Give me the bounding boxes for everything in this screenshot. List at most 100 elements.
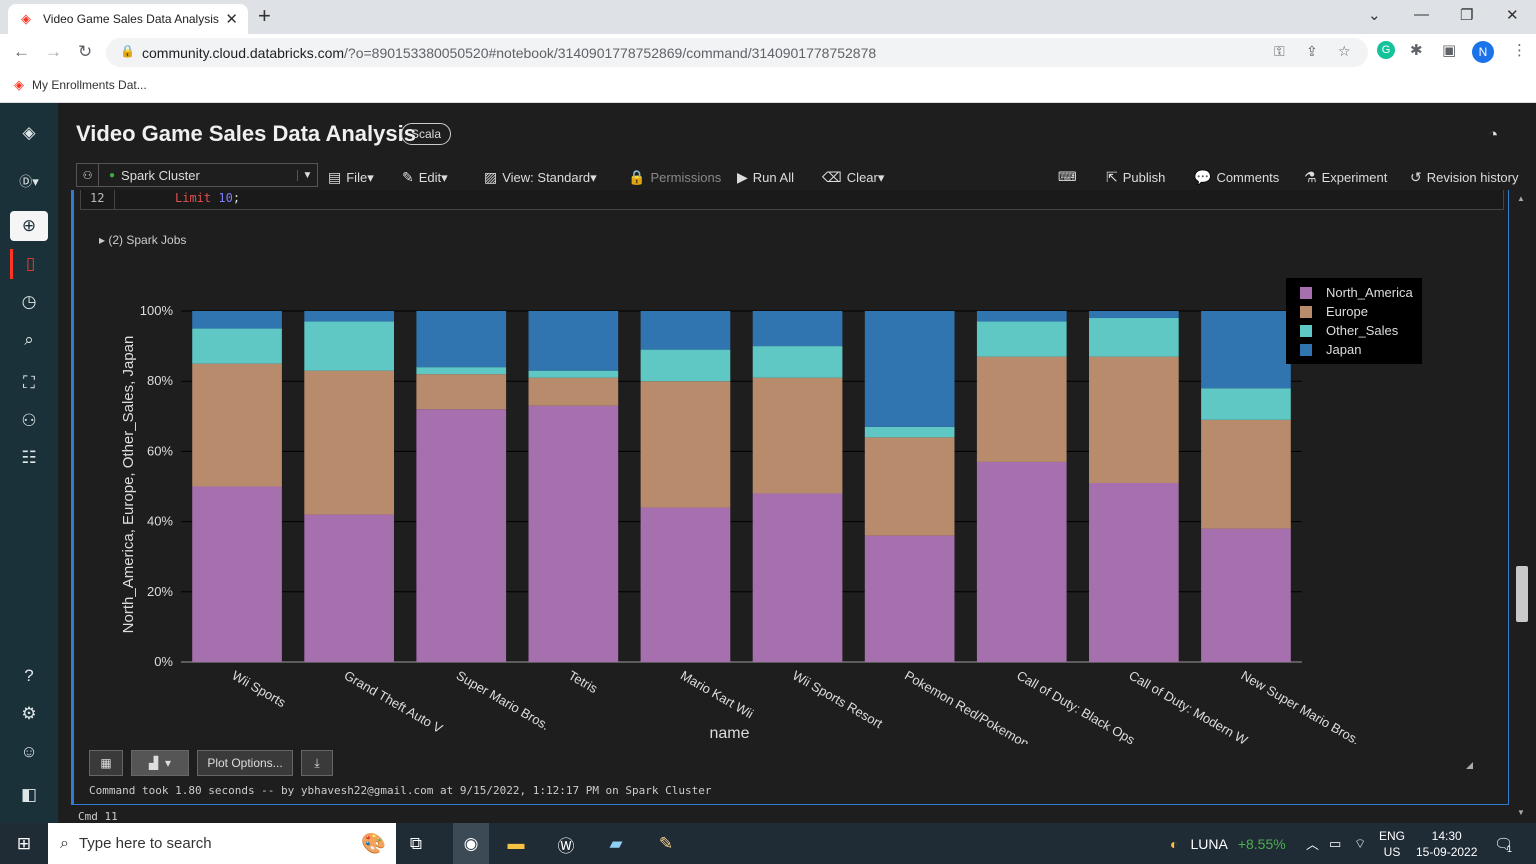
lock-icon: 🔒	[628, 169, 646, 185]
notebook-scrollbar[interactable]: ▲ ▼	[1515, 190, 1529, 820]
create-icon[interactable]: ⊕	[10, 211, 48, 241]
wifi-icon[interactable]: ⌔	[1354, 835, 1367, 851]
tab-search-chevron-icon[interactable]: ⌄	[1368, 7, 1381, 24]
windows-start-icon[interactable]: ⊞	[16, 834, 32, 853]
url-input[interactable]: 🔒 community.cloud.databricks.com/?o=8901…	[106, 38, 1368, 67]
language-badge[interactable]: Scala	[401, 123, 452, 145]
revision-history-button[interactable]: ↺ Revision history	[1410, 169, 1519, 185]
profile-avatar[interactable]: N	[1472, 41, 1494, 63]
scrollbar-thumb[interactable]	[1516, 566, 1528, 622]
cluster-selector[interactable]: ⚇ ● Spark Cluster ▼	[76, 163, 318, 187]
bar-segment	[640, 349, 731, 382]
legend-item[interactable]: Europe	[1300, 302, 1422, 321]
databricks-bookmark-icon: ◈	[14, 77, 24, 92]
command-status: Command took 1.80 seconds -- by ybhavesh…	[89, 784, 712, 797]
app-w-icon[interactable]: Ⓦ	[557, 836, 575, 856]
help-icon[interactable]: ?	[24, 666, 34, 685]
workspace-sidebar: ◈ Ⓓ▾ ⊕ ▯ ◷ ⌕ ⛶ ⚇ ☷ ? ⚙ ☺ ◧	[0, 103, 58, 823]
battery-icon[interactable]: ▭	[1329, 835, 1342, 851]
data-icon[interactable]: ⛶	[23, 373, 35, 392]
task-view-icon[interactable]: ⧉	[409, 834, 423, 853]
table-view-button[interactable]: ▦	[89, 750, 123, 776]
schedule-clock-icon[interactable]: ◔	[1488, 125, 1499, 144]
notebook-title[interactable]: Video Game Sales Data Analysis	[76, 121, 416, 146]
view-menu[interactable]: ▨ View: Standard ▾	[484, 169, 597, 185]
new-tab-button[interactable]: +	[258, 3, 271, 28]
compute-icon[interactable]: ⚇	[21, 411, 37, 430]
search-icon[interactable]: ⌕	[24, 330, 34, 349]
close-tab-icon[interactable]: ✕	[225, 11, 238, 28]
experiment-button[interactable]: ⚗ Experiment	[1304, 169, 1388, 185]
keyboard-shortcuts-icon[interactable]: ⌨	[1058, 169, 1077, 184]
bar-segment	[976, 311, 1067, 322]
language-indicator[interactable]: ENG US	[1379, 828, 1406, 859]
maximize-icon[interactable]: ❐	[1460, 7, 1474, 24]
grammarly-extension-icon[interactable]: G	[1377, 41, 1395, 59]
legend-item[interactable]: North_America	[1300, 283, 1422, 302]
plot-options-button[interactable]: Plot Options...	[197, 750, 293, 776]
key-icon[interactable]: ⚿	[1274, 43, 1285, 59]
workspace-switcher-icon[interactable]: Ⓓ▾	[19, 173, 39, 189]
share-icon[interactable]: ⇪	[1306, 43, 1318, 59]
publish-button[interactable]: ⇱ Publish	[1106, 169, 1166, 185]
back-icon[interactable]: ←	[13, 42, 30, 61]
run-all-button[interactable]: ▶ Run All	[737, 169, 794, 185]
bar-segment	[752, 493, 843, 662]
forward-icon[interactable]: →	[45, 42, 62, 61]
clear-menu[interactable]: ⌫ Clear ▾	[822, 169, 885, 185]
bar-segment	[976, 461, 1067, 662]
resize-handle-icon[interactable]	[1466, 762, 1473, 769]
comments-button[interactable]: 💬 Comments	[1194, 169, 1280, 185]
show-hidden-icons-icon[interactable]: ︿	[1306, 837, 1320, 852]
extensions-puzzle-icon[interactable]: ✱	[1410, 42, 1423, 59]
bar-segment	[864, 535, 955, 662]
scroll-up-icon[interactable]: ▲	[1517, 194, 1525, 203]
taskbar-search-input[interactable]: ⌕ Type here to search 🎨	[48, 823, 396, 864]
settings-gear-icon[interactable]: ⚙	[21, 704, 37, 723]
paint-icon[interactable]: ✎	[658, 834, 674, 853]
code-editor[interactable]: 12 Limit 10;	[80, 190, 1504, 210]
lock-icon[interactable]: 🔒	[120, 44, 135, 58]
notepad-icon[interactable]: ▰	[609, 834, 623, 853]
legend-item[interactable]: Japan	[1300, 340, 1422, 359]
legend-label: Other_Sales	[1326, 323, 1399, 338]
x-tick-label: Mario Kart Wii	[678, 668, 756, 722]
chevron-down-icon[interactable]: ▼	[297, 169, 317, 181]
user-icon[interactable]: ☺	[20, 742, 38, 761]
databricks-logo-icon[interactable]: ◈	[22, 123, 36, 142]
notebook-cell[interactable]: 12 Limit 10; ▸ (2) Spark Jobs 0% 20% 40% 60…	[71, 190, 1509, 805]
edit-menu[interactable]: ✎ Edit ▾	[402, 169, 448, 185]
minimize-icon[interactable]: —	[1414, 6, 1429, 23]
search-highlight-icon: 🎨	[361, 833, 386, 855]
legend-item[interactable]: Other_Sales	[1300, 321, 1422, 340]
collapse-sidebar-icon[interactable]: ◧	[20, 785, 38, 804]
eraser-icon: ⌫	[822, 169, 842, 185]
side-panel-icon[interactable]: ▣	[1442, 42, 1457, 59]
close-window-icon[interactable]: ✕	[1506, 7, 1519, 24]
chart-type-button[interactable]: ▟ ▾	[131, 750, 189, 776]
chrome-taskbar-icon[interactable]: ◉	[453, 823, 489, 864]
legend-swatch	[1300, 286, 1312, 299]
edit-icon: ✎	[402, 169, 414, 185]
permissions-button[interactable]: 🔒 Permissions	[628, 169, 722, 185]
spark-jobs-toggle[interactable]: ▸ (2) Spark Jobs	[99, 233, 187, 247]
stock-widget[interactable]: ◐ LUNA +8.55%	[1170, 835, 1286, 852]
clock[interactable]: 14:30 15-09-2022	[1416, 828, 1478, 859]
bookmark-star-icon[interactable]: ☆	[1338, 43, 1351, 59]
browser-menu-icon[interactable]: ⋮	[1512, 42, 1527, 59]
file-explorer-icon[interactable]: ▬	[507, 834, 525, 853]
file-menu[interactable]: ▤ File ▾	[328, 169, 374, 185]
download-button[interactable]: ⤓	[301, 750, 333, 776]
search-icon: ⌕	[60, 834, 69, 852]
notifications-icon[interactable]: 🗨 1	[1494, 835, 1514, 854]
jobs-icon[interactable]: ☷	[21, 448, 37, 467]
scroll-down-icon[interactable]: ▼	[1517, 808, 1525, 817]
x-tick-label: Tetris	[566, 668, 601, 697]
notebook-area: Video Game Sales Data Analysis Scala ◔ ⚇…	[58, 103, 1536, 823]
recents-clock-icon[interactable]: ◷	[21, 292, 37, 311]
bookmark-item[interactable]: ◈ My Enrollments Dat...	[14, 77, 147, 93]
browser-tab[interactable]: ◈ Video Game Sales Data Analysis ✕	[8, 4, 248, 34]
reload-icon[interactable]: ↻	[78, 42, 93, 61]
workspace-icon[interactable]: ▯	[10, 249, 48, 279]
bar-segment	[640, 507, 731, 662]
